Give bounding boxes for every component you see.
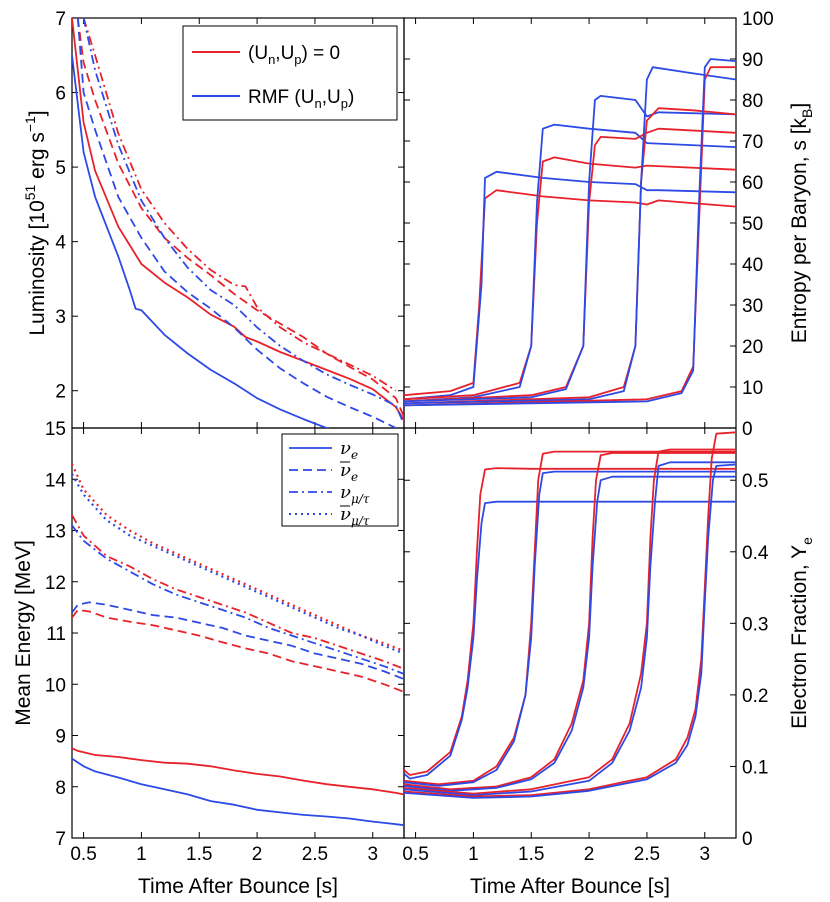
luminosity-ylabel: Luminosity [1051 erg s−1] — [22, 110, 49, 335]
electron_fraction-xtick-label-5: 3 — [699, 844, 710, 865]
entropy-panel: 0 10 20 30 40 50 60 70 80 90 100 — [404, 9, 774, 440]
mean-energy-ylabel: Mean Energy [MeV] — [12, 540, 35, 726]
electron_fraction-series-0 — [404, 467, 736, 776]
entropy-series-6 — [404, 107, 736, 405]
mean_energy-ytick-label-5: 12 — [45, 573, 66, 594]
electron_fraction-xtick-label-4: 2.5 — [634, 844, 660, 865]
mean_energy-series-0 — [72, 747, 404, 796]
mean_energy-xtick-label-4: 2.5 — [302, 844, 328, 865]
entropy-ylabel: Entropy per Baryon, s [kB] — [788, 103, 815, 343]
legend-entry-rmf: RMF (Un,Up) — [248, 87, 354, 111]
mean-energy-panel: 7 8 9 10 11 12 13 14 15 0.5 1 1.5 2 2.5 3 — [45, 419, 404, 865]
mean-energy-xlabel: Time After Bounce [s] — [138, 875, 338, 898]
electron_fraction-xtick-label-2: 1.5 — [518, 844, 544, 865]
luminosity-ytick-label-3: 5 — [55, 158, 66, 179]
luminosity-ytick-label-2: 4 — [55, 233, 66, 254]
entropy-ytick-label-7: 70 — [742, 132, 763, 153]
entropy-series-0 — [404, 189, 736, 397]
legend-entry-nu-x: νμ/τ — [340, 482, 370, 506]
mean_energy-xtick-label-0: 0.5 — [70, 844, 96, 865]
luminosity-series-1 — [76, 18, 404, 418]
electron_fraction-series-3 — [404, 470, 736, 787]
mean_energy-ytick-label-6: 13 — [45, 522, 66, 543]
mean_energy-series-6 — [72, 463, 404, 652]
mean_energy-ytick-label-3: 10 — [45, 675, 66, 696]
electron-fraction-xlabel: Time After Bounce [s] — [470, 875, 670, 898]
luminosity-ytick-label-1: 3 — [55, 307, 66, 328]
entropy-ytick-label-4: 40 — [742, 255, 763, 276]
electron_fraction-ytick-label-0: 0 — [742, 829, 753, 850]
entropy-ytick-label-5: 50 — [742, 214, 763, 235]
electron_fraction-ytick-label-1: 0.1 — [742, 757, 768, 778]
mean-energy-legend: νe νe νμ/τ νμ/τ — [281, 433, 399, 528]
electron_fraction-series-1 — [404, 500, 736, 780]
electron_fraction-xtick-label-1: 1 — [468, 844, 479, 865]
legend-entry-zero-potential: (Un,Up) = 0 — [248, 43, 340, 67]
entropy-series-2 — [404, 156, 736, 401]
entropy-ytick-label-3: 30 — [742, 296, 763, 317]
mean_energy-ytick-label-1: 8 — [55, 778, 66, 799]
luminosity-ytick-label-4: 6 — [55, 84, 66, 105]
electron_fraction-xtick-label-3: 2 — [584, 844, 595, 865]
luminosity-ytick-label-5: 7 — [55, 9, 66, 30]
luminosity-panel: 2 3 4 5 6 7 — [55, 9, 404, 428]
entropy-ytick-label-1: 10 — [742, 378, 763, 399]
legend-entry-nu-e: νe — [340, 438, 358, 462]
electron_fraction-xtick-label-0: 0.5 — [402, 844, 428, 865]
entropy-series-1 — [404, 170, 736, 401]
mean_energy-ytick-label-0: 7 — [55, 829, 66, 850]
luminosity-series-5 — [82, 18, 404, 425]
electron_fraction-series-6 — [404, 448, 736, 795]
panel-frame-entropy — [403, 17, 737, 429]
electron_fraction-series-4 — [404, 452, 736, 791]
entropy-ytick-label-8: 80 — [742, 91, 763, 112]
mean_energy-ytick-label-7: 14 — [45, 470, 67, 491]
panel-frame-electron-fraction — [403, 427, 737, 839]
electron-fraction-panel: 0 0.1 0.2 0.3 0.4 0.5 0.5 1 1.5 2 2.5 3 — [402, 428, 769, 865]
mean_energy-series-7 — [72, 473, 404, 655]
mean-energy-legend-box — [281, 433, 399, 527]
mean_energy-ytick-label-8: 15 — [45, 419, 66, 440]
entropy-series-3 — [404, 123, 736, 403]
electron_fraction-series-9 — [404, 463, 736, 799]
legend-entry-nubar-x: νμ/τ — [340, 504, 370, 528]
legend-entry-nubar-e: νe — [340, 460, 358, 484]
mean_energy-ytick-label-4: 11 — [46, 624, 66, 645]
luminosity-legend-box — [182, 25, 398, 121]
mean_energy-series-1 — [72, 757, 404, 827]
electron_fraction-ytick-label-2: 0.2 — [742, 686, 768, 707]
entropy-series-9 — [404, 58, 736, 407]
luminosity-legend: (Un,Up) = 0 RMF (Un,Up) — [182, 25, 398, 121]
mean_energy-series-4 — [72, 514, 404, 670]
entropy-ytick-label-0: 0 — [742, 419, 753, 440]
electron-fraction-ylabel: Electron Fraction, Ye — [788, 537, 815, 729]
entropy-ytick-label-2: 20 — [742, 337, 763, 358]
mean_energy-xtick-label-5: 3 — [367, 844, 378, 865]
entropy-ytick-label-6: 60 — [742, 173, 763, 194]
electron_fraction-ytick-label-4: 0.4 — [742, 543, 769, 564]
entropy-ytick-label-10: 100 — [742, 9, 774, 30]
entropy-series-5 — [404, 95, 736, 403]
luminosity-series-3 — [72, 55, 330, 428]
electron_fraction-series-7 — [404, 461, 736, 796]
mean_energy-xtick-label-3: 2 — [252, 844, 263, 865]
mean_energy-series-3 — [72, 601, 404, 680]
mean_energy-series-2 — [72, 609, 404, 693]
entropy-series-4 — [404, 127, 736, 403]
electron_fraction-series-5 — [404, 475, 736, 792]
entropy-series-7 — [404, 66, 736, 405]
luminosity-ytick-label-0: 2 — [55, 382, 66, 403]
luminosity-series-4 — [76, 18, 398, 428]
mean_energy-ytick-label-2: 9 — [55, 727, 66, 748]
entropy-series-8 — [404, 66, 736, 407]
electron_fraction-ytick-label-3: 0.3 — [742, 614, 768, 635]
entropy-ytick-label-9: 90 — [742, 50, 763, 71]
mean_energy-xtick-label-2: 1.5 — [186, 844, 212, 865]
electron_fraction-series-8 — [404, 431, 736, 798]
mean_energy-series-5 — [72, 524, 404, 675]
mean_energy-xtick-label-1: 1 — [136, 844, 147, 865]
electron_fraction-ytick-label-5: 0.5 — [742, 471, 768, 492]
